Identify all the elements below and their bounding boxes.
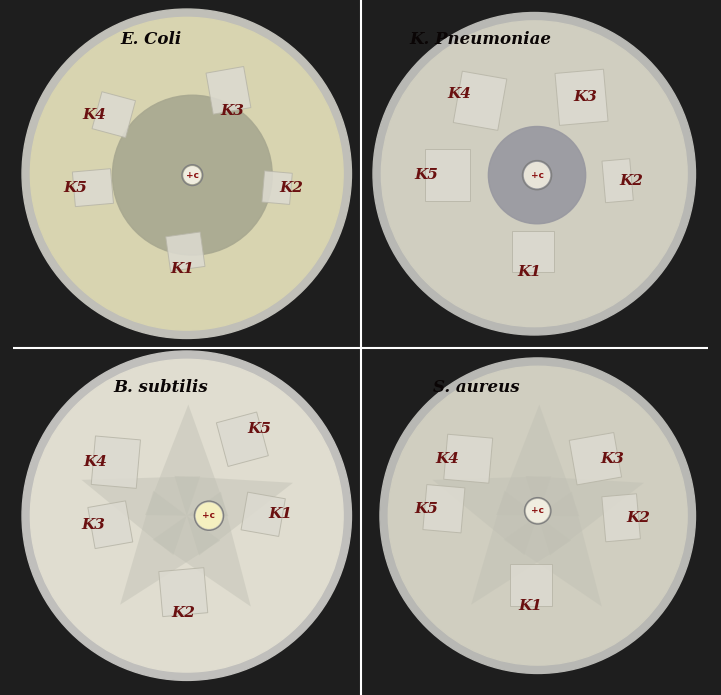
Polygon shape — [120, 491, 220, 605]
Text: K5: K5 — [415, 168, 438, 182]
Text: +c: +c — [186, 171, 199, 179]
Polygon shape — [262, 171, 292, 204]
Text: S. aureus: S. aureus — [433, 379, 520, 395]
Text: B. subtilis: B. subtilis — [114, 379, 208, 395]
Circle shape — [373, 13, 696, 335]
Polygon shape — [602, 158, 633, 203]
Polygon shape — [526, 476, 644, 555]
Text: K4: K4 — [82, 108, 106, 122]
Polygon shape — [423, 484, 465, 533]
Polygon shape — [92, 92, 136, 138]
Text: K3: K3 — [601, 452, 624, 466]
Polygon shape — [241, 492, 286, 537]
Text: K3: K3 — [81, 518, 105, 532]
Text: K5: K5 — [63, 181, 87, 195]
Circle shape — [184, 167, 200, 183]
Circle shape — [112, 95, 273, 255]
Circle shape — [389, 366, 687, 665]
Circle shape — [380, 358, 696, 673]
Polygon shape — [512, 231, 554, 272]
Text: K4: K4 — [447, 87, 471, 101]
Text: +c: +c — [203, 512, 216, 520]
Polygon shape — [216, 412, 268, 466]
Text: K3: K3 — [573, 90, 597, 104]
Polygon shape — [555, 70, 608, 125]
Polygon shape — [425, 149, 470, 202]
Polygon shape — [166, 232, 205, 271]
Text: K5: K5 — [415, 502, 438, 516]
Polygon shape — [206, 67, 251, 114]
Circle shape — [488, 126, 585, 224]
Polygon shape — [92, 436, 141, 489]
Circle shape — [22, 351, 351, 680]
Polygon shape — [510, 564, 552, 606]
Text: K1: K1 — [269, 507, 293, 521]
Polygon shape — [443, 434, 492, 483]
Polygon shape — [471, 491, 571, 605]
Text: +c: +c — [531, 507, 544, 515]
Polygon shape — [174, 476, 293, 555]
Polygon shape — [433, 476, 551, 555]
Text: K4: K4 — [83, 455, 107, 469]
Circle shape — [30, 359, 343, 672]
Text: E. Coli: E. Coli — [120, 31, 182, 48]
Text: K2: K2 — [279, 181, 303, 195]
Text: K2: K2 — [627, 511, 650, 525]
Polygon shape — [504, 491, 602, 607]
Polygon shape — [88, 501, 133, 548]
Text: K2: K2 — [619, 174, 643, 188]
Polygon shape — [454, 71, 507, 131]
Text: K1: K1 — [170, 262, 194, 276]
Circle shape — [524, 163, 549, 188]
Polygon shape — [72, 169, 113, 206]
Polygon shape — [145, 404, 229, 516]
Polygon shape — [496, 404, 580, 516]
Text: K4: K4 — [435, 452, 459, 466]
Text: K. Pneumoniae: K. Pneumoniae — [409, 31, 551, 48]
Circle shape — [197, 503, 221, 528]
Text: K1: K1 — [519, 599, 543, 613]
Polygon shape — [81, 476, 200, 555]
Circle shape — [526, 500, 549, 522]
Circle shape — [381, 21, 687, 327]
Polygon shape — [570, 432, 622, 485]
Text: K1: K1 — [518, 265, 541, 279]
Circle shape — [30, 17, 343, 330]
Polygon shape — [153, 491, 251, 607]
Text: K2: K2 — [172, 606, 195, 620]
Polygon shape — [159, 568, 208, 616]
Text: K3: K3 — [220, 104, 244, 118]
Text: K5: K5 — [248, 422, 272, 436]
Text: +c: +c — [531, 171, 544, 179]
Circle shape — [22, 9, 351, 338]
Polygon shape — [602, 493, 640, 542]
